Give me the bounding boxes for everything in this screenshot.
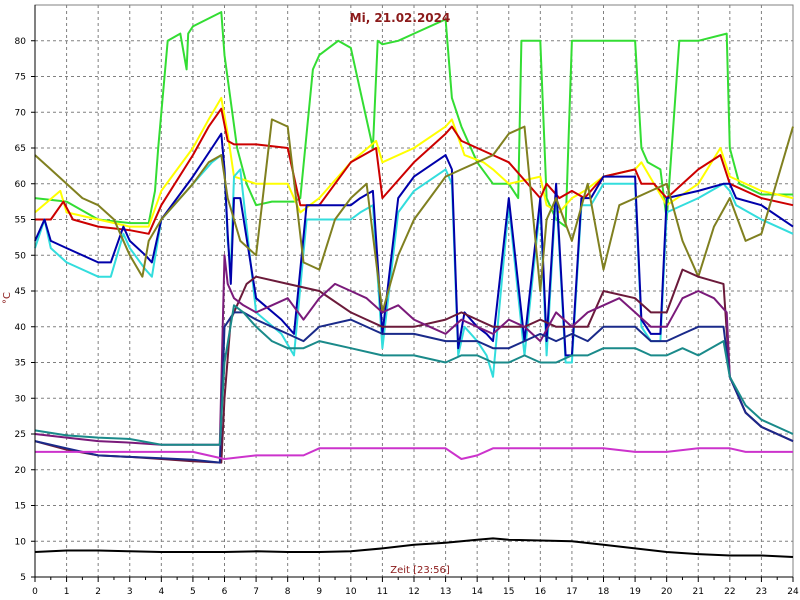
series-line-8: [34, 254, 794, 446]
x-tick-label: 19: [629, 587, 641, 597]
x-tick-label: 13: [440, 587, 451, 597]
y-tick-label: 25: [15, 430, 26, 440]
y-tick-label: 65: [15, 144, 26, 154]
x-tick-label: 18: [598, 587, 610, 597]
y-tick-label: 30: [15, 394, 27, 404]
y-tick-label: 15: [15, 502, 26, 512]
series-line-11: [35, 447, 793, 460]
x-tick-label: 0: [32, 587, 38, 597]
y-tick-label: 45: [15, 287, 26, 297]
x-tick-label: 11: [377, 587, 388, 597]
x-tick-label: 3: [127, 587, 133, 597]
y-tick-label: 55: [15, 216, 26, 226]
x-tick-label: 24: [787, 587, 799, 597]
axes: 0 1 2 3 4 5 6 7 8 9 10 11 12 13 14 15 16 17 18 19 20 21 22 23 24…: [15, 5, 799, 597]
x-tick-label: 2: [95, 587, 101, 597]
y-tick-label: 80: [15, 37, 27, 47]
x-tick-label: 7: [253, 587, 259, 597]
x-tick-label: 10: [345, 587, 357, 597]
y-tick-label: 50: [15, 251, 27, 261]
series-line-5: [34, 132, 794, 357]
chart-title: Mi, 21.02.2024: [350, 11, 451, 25]
series-line-10: [34, 304, 794, 446]
grid: [34, 4, 794, 578]
y-tick-label: 10: [15, 537, 27, 547]
x-tick-label: 1: [64, 587, 70, 597]
y-tick-label: 20: [15, 466, 27, 476]
x-tick-label: 5: [190, 587, 196, 597]
y-tick-label: 75: [15, 73, 26, 83]
x-tick-label: 4: [158, 587, 164, 597]
series-line-12: [34, 537, 794, 558]
y-tick-label: 70: [15, 108, 27, 118]
x-axis-label: Zeit [23:56]: [390, 565, 450, 576]
x-tick-label: 16: [535, 587, 547, 597]
series-group: [34, 11, 794, 558]
x-tick-label: 6: [222, 587, 228, 597]
x-tick-label: 23: [756, 587, 767, 597]
series-line-7: [34, 268, 794, 464]
x-tick-label: 15: [503, 587, 514, 597]
x-tick-label: 12: [408, 587, 419, 597]
y-axis-label: °C: [2, 292, 13, 304]
y-tick-label: 40: [15, 323, 27, 333]
series-line-6: [34, 118, 794, 314]
y-tick-label: 35: [15, 359, 26, 369]
series-line-2: [34, 96, 794, 228]
x-tick-label: 8: [285, 587, 291, 597]
x-tick-label: 21: [693, 587, 704, 597]
x-tick-label: 14: [471, 587, 483, 597]
x-tick-label: 9: [316, 587, 322, 597]
series-line-3: [35, 107, 794, 235]
y-tick-label: 60: [15, 180, 27, 190]
x-tick-label: 17: [566, 587, 577, 597]
y-tick-label: 5: [20, 573, 26, 583]
series-line-1: [34, 11, 793, 228]
x-tick-label: 22: [724, 587, 735, 597]
x-tick-label: 20: [661, 587, 673, 597]
